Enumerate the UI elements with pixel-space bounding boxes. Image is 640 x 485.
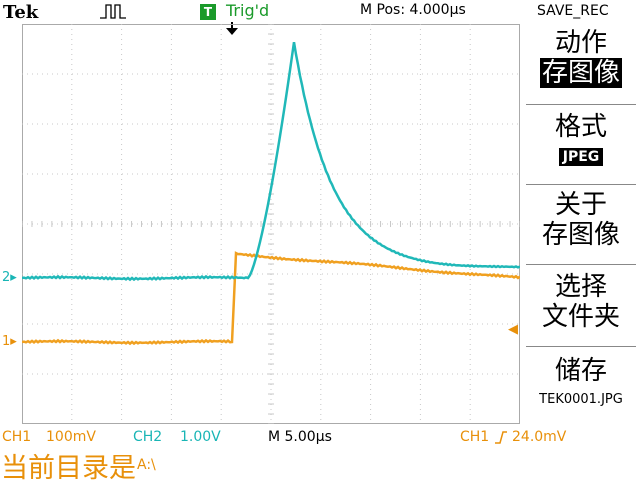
menu-divider (526, 264, 636, 265)
menu-divider (526, 104, 636, 105)
trigger-source: CH1 (460, 429, 490, 445)
current-dir-value: A:\ (137, 457, 156, 473)
menu-select-line2: 文件夹 (541, 302, 620, 332)
current-dir-label: 当前目录是 (1, 453, 136, 484)
menu-format[interactable]: 格式 JPEG (522, 112, 640, 166)
menu-about-line2: 存图像 (541, 220, 620, 250)
menu-save-label: 储存 (554, 356, 607, 386)
graticule (22, 24, 520, 424)
menu-action-label: 动作 (554, 28, 607, 58)
menu-action-value: 存图像 (539, 58, 622, 88)
horizontal-position: M Pos: 4.000µs (360, 2, 466, 18)
menu-action[interactable]: 动作 存图像 (522, 28, 640, 88)
channel-status-bar: CH1 100mV CH2 1.00V M 5.00µs CH1 24.0mV (0, 428, 640, 448)
menu-save-filename: TEK0001.JPG (539, 392, 623, 407)
menu-save[interactable]: 储存 TEK0001.JPG (522, 356, 640, 407)
menu-about-line1: 关于 (554, 190, 607, 220)
menu-divider (526, 346, 636, 347)
ch2-waveform (22, 41, 520, 282)
menu-title: SAVE_REC (537, 3, 609, 19)
ch2-ground-marker: 2▸ (2, 270, 17, 285)
menu-format-label: 格式 (554, 112, 607, 142)
current-directory-bar: 当前目录是 A:\ (0, 448, 640, 484)
brand-logo: Tek (3, 2, 39, 23)
trigger-status: Trig'd (226, 1, 270, 20)
menu-format-value: JPEG (558, 148, 604, 166)
ch2-label: CH2 (133, 429, 163, 445)
ch2-scale: 1.00V (180, 429, 221, 445)
menu-select-folder[interactable]: 选择 文件夹 (522, 272, 640, 332)
waveform-display (22, 24, 520, 424)
top-status-bar: Tek T Trig'd M Pos: 4.000µs SAVE_REC (0, 0, 609, 24)
trigger-badge: T (200, 4, 216, 20)
pulse-icon (100, 4, 126, 19)
trigger-level: 24.0mV (512, 429, 567, 445)
trigger-level-arrow-icon: ◀ (508, 322, 518, 337)
menu-about-save-image[interactable]: 关于 存图像 (522, 190, 640, 250)
menu-select-line1: 选择 (554, 272, 607, 302)
ch1-ground-marker: 1▸ (2, 334, 17, 349)
menu-divider (526, 184, 636, 185)
ch1-label: CH1 (2, 429, 32, 445)
ch1-waveform (22, 251, 520, 346)
timebase: M 5.00µs (268, 429, 332, 445)
rising-edge-icon (495, 431, 507, 444)
ch1-scale: 100mV (46, 429, 96, 445)
